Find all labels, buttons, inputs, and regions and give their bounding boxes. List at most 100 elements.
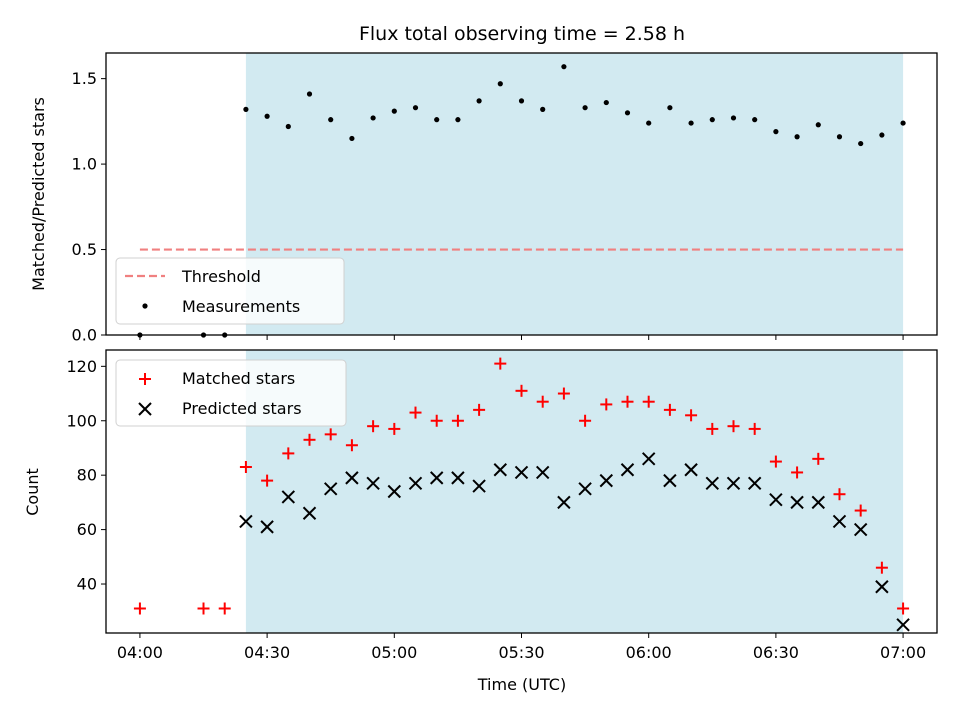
matched-star-point [345, 439, 358, 452]
bottom-panel: 40 60 80 100 120 04:00 04:30 05:00 05:30 06:00 06:… [23, 349, 938, 694]
measurement-point [646, 120, 652, 126]
legend-matched-swatch [139, 373, 151, 385]
matched-star-point [579, 414, 592, 427]
measurement-point [858, 140, 864, 147]
matched-star-point [812, 452, 825, 465]
legend-measurements-swatch [142, 303, 148, 309]
measurement-point [900, 120, 906, 126]
matched-star-point [875, 561, 888, 574]
predicted-star-point [514, 465, 529, 480]
matched-star-point [621, 395, 634, 408]
x-axis-label: Time (UTC) [477, 675, 566, 694]
x-tick-label: 06:30 [753, 643, 799, 662]
matched-star-point [642, 395, 655, 408]
measurement-point [624, 110, 631, 116]
legend-threshold-label: Threshold [181, 267, 261, 286]
measurement-point [476, 98, 482, 104]
predicted-star-point [535, 465, 550, 480]
matched-star-point [791, 466, 804, 479]
matched-star-point [409, 406, 422, 419]
measurement-point [391, 108, 397, 114]
matched-star-point [282, 447, 295, 460]
predicted-star-point [281, 490, 296, 504]
matched-star-point [854, 504, 867, 517]
predicted-star-point [663, 473, 677, 488]
measurement-point [582, 105, 588, 111]
measurement-point [815, 122, 821, 128]
y-tick-label: 1.5 [72, 69, 97, 88]
chart-title: Flux total observing time = 2.58 h [359, 23, 685, 45]
measurement-point [561, 64, 567, 70]
matched-star-point [536, 395, 549, 408]
measurement-point [306, 91, 313, 97]
predicted-star-point [493, 463, 508, 477]
predicted-star-point [875, 580, 889, 594]
predicted-star-point [260, 520, 274, 534]
measurement-point [455, 117, 461, 123]
predicted-star-point [451, 471, 465, 485]
predicted-star-point [324, 482, 338, 496]
y-tick-label: 40 [77, 575, 97, 594]
predicted-star-point [472, 479, 486, 493]
matched-star-point [430, 414, 443, 427]
matched-star-point [218, 602, 231, 615]
matched-star-point [685, 409, 698, 422]
bottom-legend-box [115, 359, 347, 427]
measurement-point [285, 123, 291, 130]
matched-star-point [324, 428, 337, 441]
x-tick-label: 06:00 [626, 643, 672, 662]
y-tick-label: 0.0 [72, 326, 97, 345]
x-tick-label: 04:00 [117, 643, 163, 662]
matched-star-point [197, 602, 210, 615]
y-tick-label: 60 [77, 520, 97, 539]
predicted-star-point [769, 492, 783, 507]
bottom-legend: Matched stars Predicted stars [115, 359, 347, 427]
predicted-star-point [557, 495, 571, 510]
y-tick-label: 0.5 [72, 240, 97, 259]
x-tick-label: 05:30 [498, 643, 544, 662]
matched-star-point [706, 422, 719, 435]
measurement-point [709, 117, 715, 123]
measurement-point [730, 115, 737, 121]
predicted-star-point [387, 484, 402, 499]
x-tick-label: 04:30 [244, 643, 290, 662]
measurement-point [243, 106, 249, 112]
y-tick-label: 80 [77, 466, 97, 485]
measurement-point [264, 113, 270, 119]
top-panel: Flux total observing time = 2.58 h 0.0 0.… [29, 23, 938, 345]
predicted-star-point [408, 476, 423, 491]
predicted-star-point [429, 471, 444, 485]
matched-star-point [133, 602, 146, 615]
matched-star-point [451, 414, 464, 427]
predicted-star-point [811, 495, 825, 510]
measurement-point [412, 105, 419, 111]
y-tick-label: 120 [66, 357, 97, 376]
measurement-point [370, 115, 376, 121]
measurement-point [349, 135, 355, 142]
measurement-point [603, 99, 609, 106]
matched-star-point [494, 357, 507, 370]
measurement-point [540, 106, 546, 112]
measurement-point [773, 129, 779, 135]
measurement-point [497, 81, 503, 87]
predicted-star-point [790, 495, 804, 510]
x-tick-label: 05:00 [371, 643, 417, 662]
predicted-star-point [620, 463, 635, 477]
predicted-star-point [366, 476, 380, 491]
x-tick-label: 07:00 [880, 643, 926, 662]
top-y-axis-label: Matched/Predicted stars [29, 97, 48, 291]
matched-star-point [833, 488, 846, 501]
legend-matched-label: Matched stars [182, 369, 295, 388]
matched-star-point [600, 398, 613, 411]
measurement-point [752, 117, 758, 123]
predicted-star-point [599, 473, 614, 488]
predicted-star-point [239, 514, 253, 529]
predicted-star-point [302, 506, 317, 520]
matched-star-point [473, 403, 486, 416]
top-legend: Threshold Measurements [115, 257, 345, 325]
measurement-point [434, 117, 440, 123]
predicted-star-point [896, 618, 910, 632]
measurement-point [794, 134, 800, 140]
measurement-point [879, 132, 885, 138]
